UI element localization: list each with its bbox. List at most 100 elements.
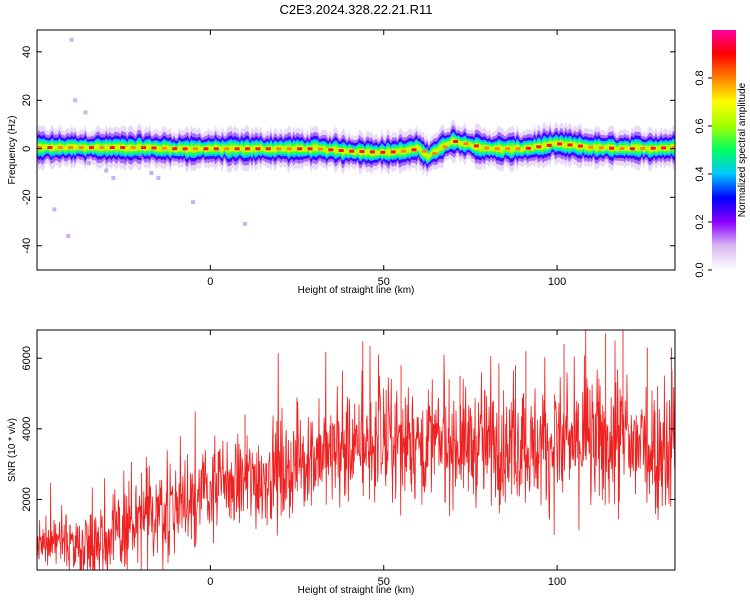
x-tick-label: 50 xyxy=(378,576,390,588)
snr-xlabel: Height of straight line (km) xyxy=(298,585,415,596)
ridge-mark xyxy=(671,146,675,150)
ridge-mark xyxy=(193,147,198,151)
ridge-mark xyxy=(629,147,635,151)
spectral-point xyxy=(66,234,71,239)
colorbar-tick-label: 0.4 xyxy=(694,166,706,181)
ridge-mark xyxy=(515,147,521,151)
spectral-ridge xyxy=(37,140,675,156)
ridge-mark xyxy=(567,143,573,147)
x-tick-label: 0 xyxy=(207,276,213,288)
ridge-mark xyxy=(661,146,667,150)
ridge-mark xyxy=(619,147,625,150)
y-tick-label: 40 xyxy=(21,46,33,58)
spectral-band-4 xyxy=(37,134,675,162)
spectrogram-xlabel: Height of straight line (km) xyxy=(298,285,415,296)
snr-frame xyxy=(36,329,676,571)
ridge-mark xyxy=(317,147,323,151)
ridge-mark xyxy=(577,144,583,148)
ridge-mark xyxy=(473,144,479,148)
colorbar-tick-label: 0.8 xyxy=(694,70,706,85)
ridge-mark xyxy=(57,146,63,150)
ridge-mark xyxy=(224,147,230,151)
ridge-mark xyxy=(213,147,219,151)
ridge-mark xyxy=(328,148,334,152)
ridge-mark xyxy=(640,146,646,150)
ridge-mark xyxy=(245,147,250,151)
ridge-mark xyxy=(151,146,157,150)
snr-plot: 0 50 100 2000 4000 6000 Height of straight li… xyxy=(7,329,676,596)
x-tick-label: 0 xyxy=(207,576,213,588)
ridge-mark xyxy=(453,140,459,143)
spectrogram-plot: 0 50 100 -40 -20 0 20 40 Height of straight lin… xyxy=(7,29,676,296)
ridge-mark xyxy=(338,149,344,152)
x-tick-label: 50 xyxy=(378,276,390,288)
spectral-point xyxy=(139,154,143,159)
colorbar-gradient xyxy=(712,30,736,270)
spectrogram-frame xyxy=(36,29,676,271)
spectral-point xyxy=(69,37,74,42)
colorbar-tick-label: 0.6 xyxy=(694,118,706,133)
ridge-mark xyxy=(89,146,94,150)
ridge-mark xyxy=(401,149,407,153)
ridge-mark xyxy=(525,146,531,150)
ridge-mark xyxy=(68,146,74,150)
ridge-mark xyxy=(307,147,313,151)
colorbar: 0.0 0.2 0.4 0.6 0.8 Normalized spectral ampl… xyxy=(694,30,748,278)
spectral-point xyxy=(111,175,116,180)
ridge-mark xyxy=(390,150,396,154)
ridge-mark xyxy=(161,146,167,150)
spectral-point xyxy=(83,110,88,115)
y-tick-label: 0 xyxy=(21,146,33,152)
spectral-point xyxy=(243,221,247,226)
colorbar-label: Normalized spectral amplitude xyxy=(737,82,748,217)
ridge-mark xyxy=(349,149,355,153)
y-tick-label: 20 xyxy=(21,94,33,106)
ridge-mark xyxy=(109,146,115,150)
spectral-point xyxy=(156,175,161,180)
spectral-point xyxy=(149,171,154,175)
ridge-mark xyxy=(484,146,490,150)
ridge-mark xyxy=(141,146,146,150)
y-tick-label: 4000 xyxy=(21,417,33,441)
colorbar-tick-label: 0.2 xyxy=(694,214,706,229)
colorbar-tick-label: 0.0 xyxy=(694,262,706,277)
spectral-point xyxy=(191,200,195,205)
ridge-mark xyxy=(598,146,604,150)
y-tick-label: -40 xyxy=(21,238,33,254)
ridge-mark xyxy=(182,147,188,151)
ridge-mark xyxy=(255,147,261,151)
ridge-mark xyxy=(130,146,136,150)
ridge-mark xyxy=(78,146,84,150)
ridge-mark xyxy=(203,147,209,151)
ridge-mark xyxy=(411,148,417,152)
ridge-mark xyxy=(588,145,594,149)
x-tick-label: 100 xyxy=(548,576,566,588)
ridge-mark xyxy=(380,150,386,154)
spectral-point xyxy=(121,158,126,163)
ridge-mark xyxy=(37,146,42,150)
x-tick-label: 100 xyxy=(548,276,566,288)
ridge-mark xyxy=(463,142,469,146)
ridge-mark xyxy=(609,146,615,150)
ridge-mark xyxy=(99,146,105,150)
spectral-point xyxy=(52,156,57,161)
ridge-mark xyxy=(234,147,240,151)
ridge-mark xyxy=(557,142,563,146)
ridge-mark xyxy=(120,146,126,150)
ridge-mark xyxy=(265,147,271,151)
y-tick-label: 2000 xyxy=(21,487,33,511)
ridge-mark xyxy=(276,147,282,151)
ridge-mark xyxy=(359,150,365,154)
spectrogram-ylabel: Frequency (Hz) xyxy=(7,116,18,185)
figure-title: C2E3.2024.328.22.21.R11 xyxy=(280,2,433,17)
ridge-mark xyxy=(286,147,292,151)
y-tick-label: -20 xyxy=(21,189,33,205)
ridge-mark xyxy=(505,147,511,151)
ridge-mark xyxy=(494,147,500,151)
spectral-point xyxy=(73,98,78,103)
ridge-mark xyxy=(421,149,427,153)
spectral-point xyxy=(87,161,91,166)
ridge-mark xyxy=(650,146,656,150)
ridge-mark xyxy=(369,150,375,154)
